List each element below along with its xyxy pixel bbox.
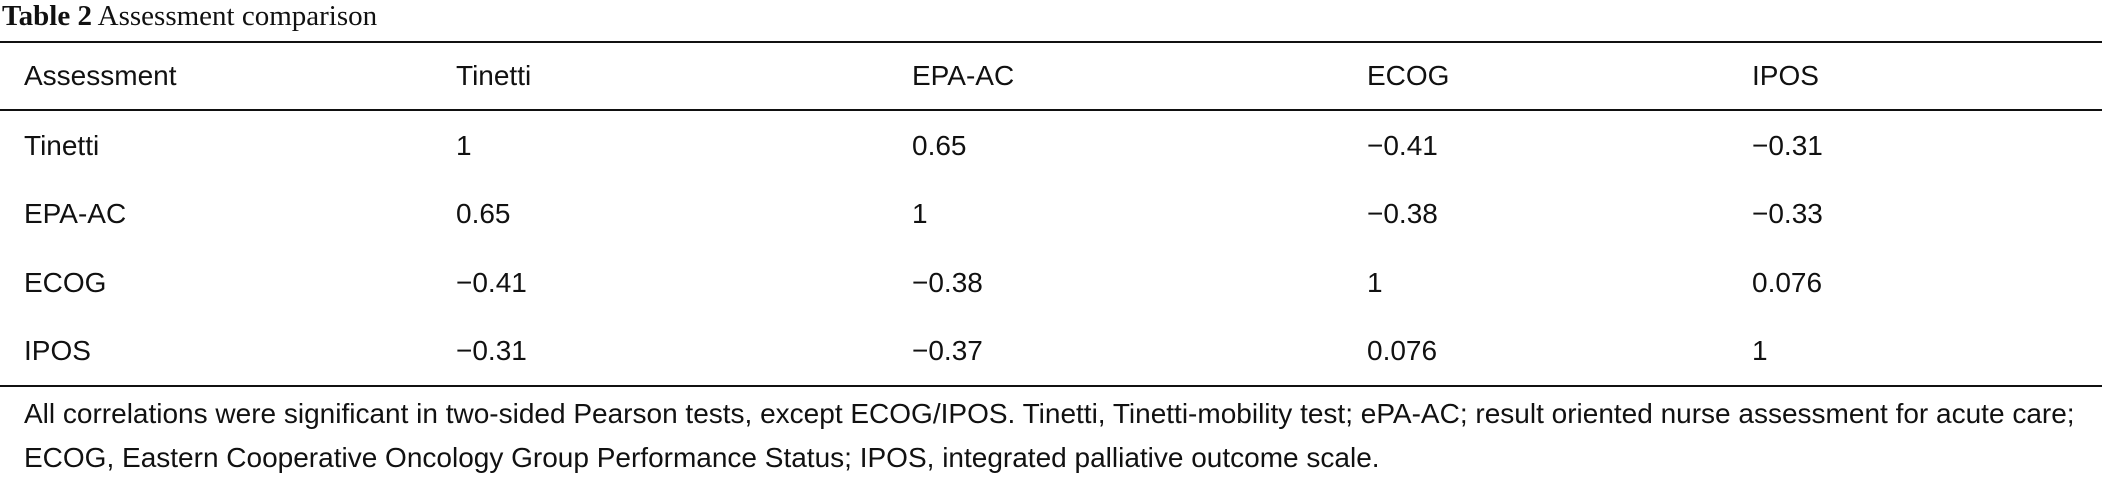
header-cell: Assessment	[24, 60, 177, 91]
row-label: Tinetti	[24, 130, 100, 161]
header-cell: IPOS	[1752, 60, 1819, 91]
table-cell: −0.31	[1752, 130, 1823, 161]
top-rule	[0, 41, 2102, 43]
row-label: ECOG	[24, 266, 107, 298]
table-cell: 1	[1367, 266, 1383, 298]
table-cell: 1	[1752, 334, 1768, 366]
table-cell: 1	[912, 198, 928, 230]
row-label: EPA-AC	[24, 198, 127, 230]
table-cell: 0.076	[1752, 266, 1823, 298]
table-cell: −0.41	[456, 266, 527, 298]
table-caption: Table 2 Assessment comparison	[2, 0, 377, 32]
header-cell: ECOG	[1367, 60, 1450, 91]
table-cell: −0.31	[456, 334, 527, 366]
table-title: Assessment comparison	[97, 0, 378, 32]
header-cell: EPA-AC	[912, 60, 1015, 91]
table-cell: −0.33	[1752, 198, 1823, 230]
bottom-rule	[0, 385, 2102, 387]
table-cell: 0.65	[456, 198, 511, 230]
table-cell: −0.38	[1367, 198, 1438, 230]
table-cell: −0.41	[1367, 130, 1438, 161]
table-cell: 1	[456, 130, 472, 161]
header-rule	[0, 109, 2102, 111]
table-cell: −0.37	[912, 334, 983, 366]
header-cell: Tinetti	[456, 60, 532, 91]
table-cell: −0.38	[912, 266, 983, 298]
footnote: All correlations were significant in two…	[24, 398, 2075, 473]
table-cell: 0.65	[912, 130, 967, 161]
table-label: Table 2	[2, 0, 92, 32]
row-label: IPOS	[24, 334, 91, 366]
table-cell: 0.076	[1367, 334, 1438, 366]
